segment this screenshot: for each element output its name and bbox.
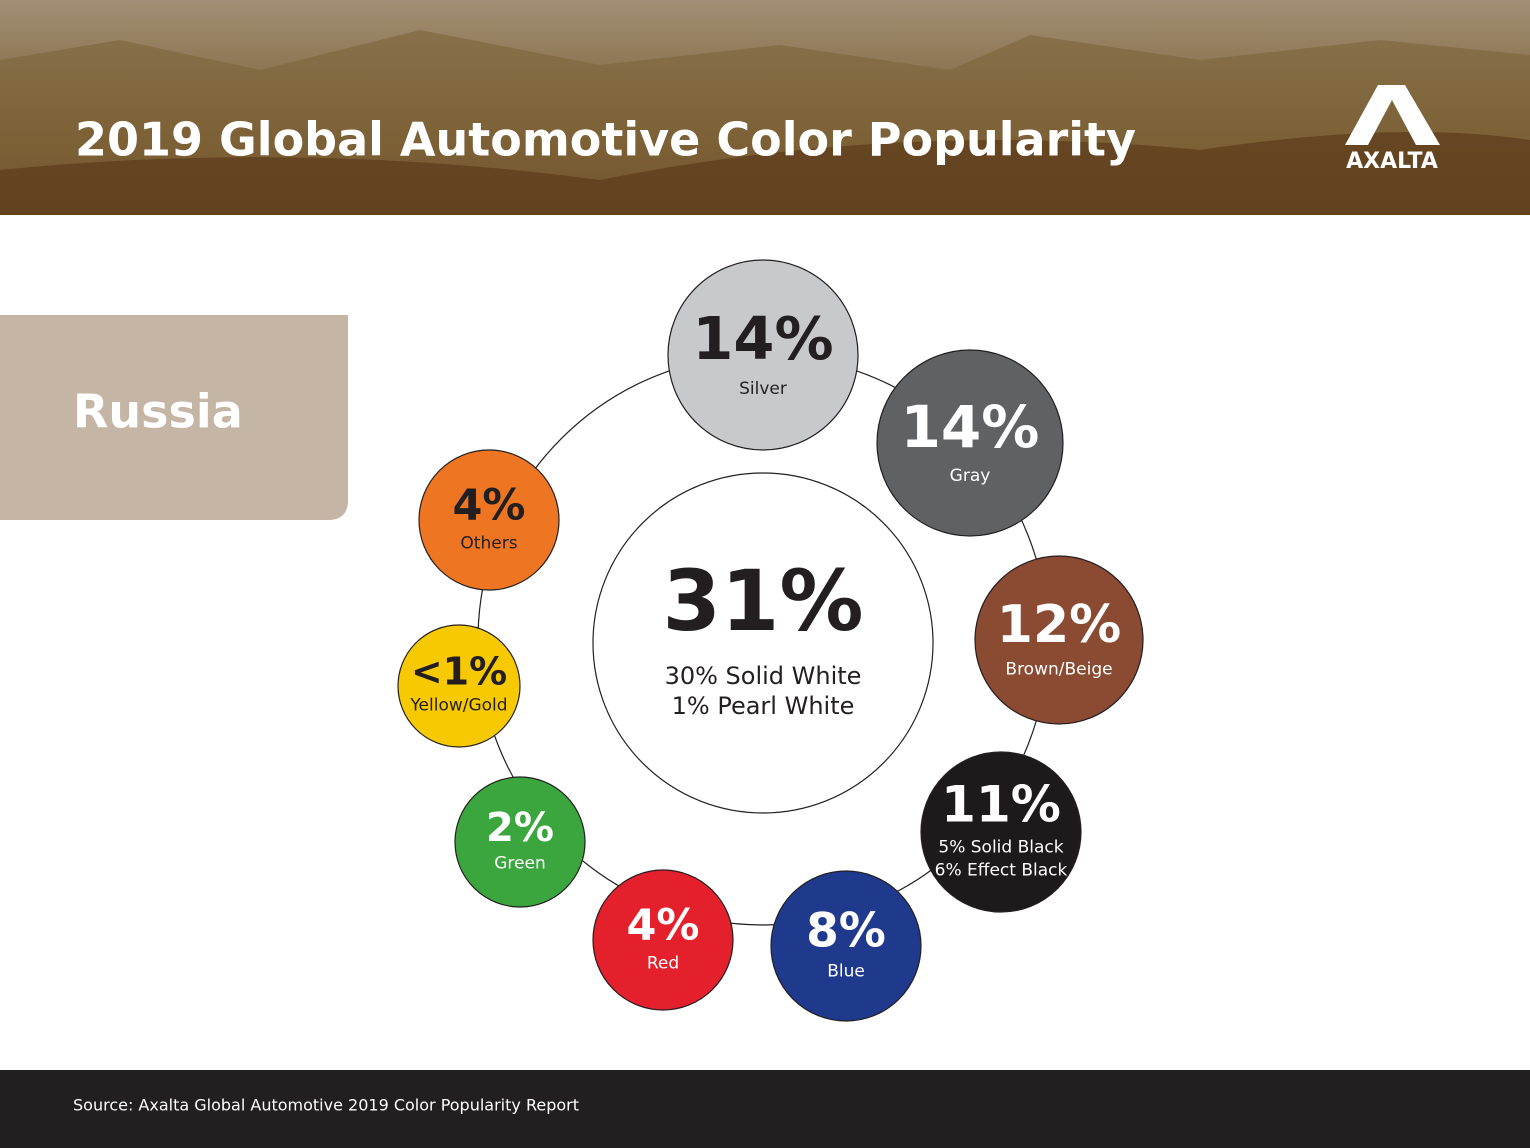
bubble-value: 14% — [901, 393, 1040, 461]
logo-mark — [1345, 85, 1440, 145]
region-label: Russia — [73, 385, 243, 439]
title: 2019 Global Automotive Color Popularity — [75, 113, 1136, 167]
bubble — [667, 259, 859, 451]
bubble — [876, 349, 1064, 537]
bubble-value: 11% — [941, 776, 1061, 834]
bubble — [418, 449, 560, 591]
bubble-label: Green — [494, 853, 545, 873]
bubble — [920, 751, 1082, 913]
bubble-label: Yellow/Gold — [409, 696, 507, 716]
bubble-label: Blue — [827, 962, 865, 982]
bubble — [592, 869, 734, 1011]
footer — [0, 1070, 1530, 1148]
bubble-value: 4% — [626, 901, 699, 951]
bubble-value: 8% — [806, 904, 886, 959]
center-line: 1% Pearl White — [672, 692, 855, 720]
bubble — [770, 870, 922, 1022]
logo-text: AXALTA — [1346, 149, 1438, 174]
bubble-label: Gray — [950, 466, 991, 486]
center-line: 30% Solid White — [665, 662, 862, 690]
bubble-label: Red — [647, 953, 679, 973]
bubble-value: 14% — [692, 304, 833, 373]
center-value: 31% — [662, 552, 863, 650]
bubble-label: Brown/Beige — [1005, 659, 1112, 679]
bubble-label: Silver — [739, 379, 787, 399]
bubble — [397, 624, 521, 748]
bubble-value: 2% — [486, 805, 554, 851]
dunes — [0, 132, 1530, 215]
region-tab — [0, 315, 348, 520]
bubble-value: <1% — [411, 650, 507, 694]
bubble-value: 4% — [452, 481, 525, 531]
bubble-value: 12% — [997, 595, 1121, 655]
bubble-label: 5% Solid Black — [938, 838, 1063, 858]
bubble — [454, 776, 586, 908]
bubble-label: Others — [460, 533, 517, 553]
center-circle — [592, 472, 934, 814]
bubble-label: 6% Effect Black — [935, 861, 1068, 881]
source: Source: Axalta Global Automotive 2019 Co… — [73, 1096, 579, 1115]
bubble — [974, 555, 1144, 725]
bubbles: 14% Silver 14% Gray 12% Brown/Beige 11% 5% Soli… — [397, 259, 1144, 1022]
